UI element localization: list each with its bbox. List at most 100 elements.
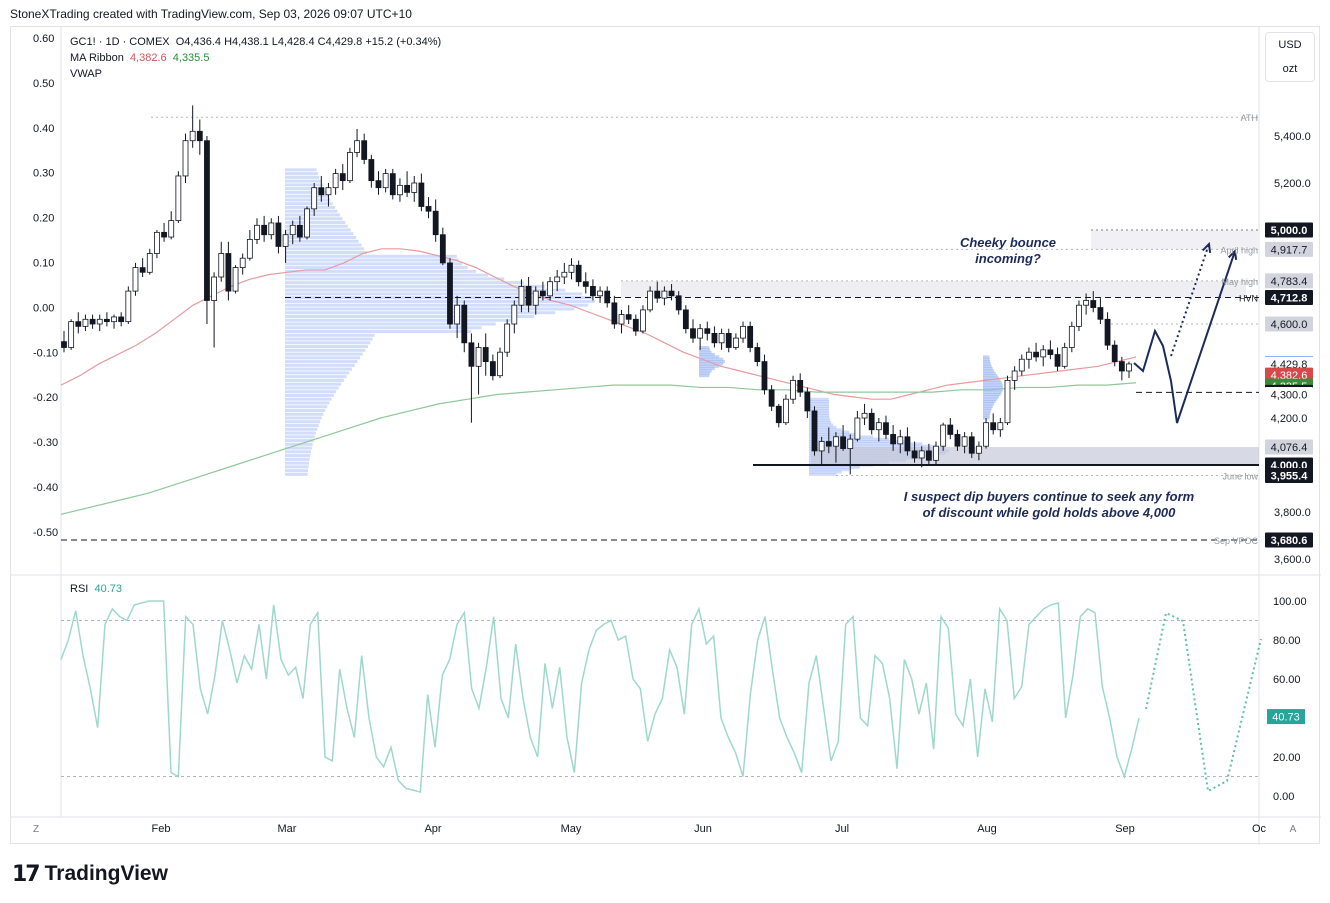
- candle-body[interactable]: [933, 445, 939, 461]
- auto-scale-button[interactable]: A: [1289, 824, 1297, 835]
- candle-body[interactable]: [575, 264, 582, 283]
- candle-body[interactable]: [139, 267, 146, 273]
- candle-body[interactable]: [168, 220, 175, 238]
- candle-body[interactable]: [382, 173, 389, 189]
- candle-body[interactable]: [68, 321, 75, 348]
- candle-body[interactable]: [432, 210, 439, 236]
- candle-body[interactable]: [132, 267, 139, 292]
- candle-body[interactable]: [590, 285, 596, 297]
- candle-body[interactable]: [961, 436, 968, 447]
- candle-body[interactable]: [804, 391, 811, 412]
- candle-body[interactable]: [754, 347, 761, 363]
- candle-body[interactable]: [940, 424, 947, 447]
- candle-body[interactable]: [1004, 379, 1011, 424]
- candle-body[interactable]: [311, 187, 318, 210]
- candle-body[interactable]: [454, 304, 461, 325]
- candle-body[interactable]: [675, 295, 682, 311]
- candle-body[interactable]: [783, 398, 789, 424]
- candle-body[interactable]: [640, 309, 646, 332]
- candle-body[interactable]: [1047, 349, 1054, 355]
- candle-body[interactable]: [1111, 344, 1118, 362]
- candle-body[interactable]: [189, 130, 196, 142]
- candle-body[interactable]: [968, 436, 975, 454]
- candle-body[interactable]: [847, 438, 854, 449]
- candle-body[interactable]: [282, 234, 289, 247]
- candle-body[interactable]: [254, 224, 260, 240]
- candle-body[interactable]: [418, 182, 425, 207]
- candle-body[interactable]: [925, 450, 932, 461]
- candle-body[interactable]: [146, 253, 153, 273]
- rsi-legend[interactable]: RSI 40.73: [70, 583, 122, 595]
- candle-body[interactable]: [904, 436, 911, 452]
- candle-body[interactable]: [647, 290, 654, 311]
- candle-body[interactable]: [547, 281, 553, 297]
- candle-body[interactable]: [704, 328, 711, 334]
- candle-body[interactable]: [554, 276, 561, 283]
- candle-body[interactable]: [990, 422, 997, 431]
- forecast-arrow-solid[interactable]: [1133, 250, 1236, 424]
- candle-body[interactable]: [468, 342, 475, 367]
- candle-body[interactable]: [682, 309, 689, 330]
- candle-body[interactable]: [611, 302, 618, 325]
- candle-body[interactable]: [833, 436, 839, 447]
- candle-body[interactable]: [375, 180, 382, 189]
- candle-body[interactable]: [511, 304, 518, 325]
- candle-body[interactable]: [740, 325, 746, 339]
- candle-body[interactable]: [175, 175, 182, 221]
- candle-body[interactable]: [161, 231, 167, 238]
- candle-body[interactable]: [111, 316, 117, 323]
- candle-body[interactable]: [232, 267, 239, 292]
- candle-body[interactable]: [447, 262, 453, 325]
- candle-body[interactable]: [1033, 351, 1039, 358]
- candle-body[interactable]: [711, 332, 718, 344]
- candle-body[interactable]: [597, 290, 603, 297]
- candle-body[interactable]: [325, 187, 332, 196]
- candle-body[interactable]: [747, 325, 754, 348]
- candle-body[interactable]: [840, 436, 846, 449]
- candle-body[interactable]: [504, 323, 511, 353]
- candle-body[interactable]: [539, 290, 546, 297]
- candle-body[interactable]: [1011, 370, 1018, 381]
- candle-body[interactable]: [425, 206, 432, 212]
- candle-body[interactable]: [225, 253, 232, 292]
- candle-body[interactable]: [196, 130, 203, 142]
- candle-body[interactable]: [561, 271, 568, 278]
- candle-body[interactable]: [654, 290, 661, 299]
- candle-body[interactable]: [690, 328, 696, 339]
- candle-body[interactable]: [897, 436, 904, 445]
- candle-body[interactable]: [697, 328, 704, 339]
- candle-body[interactable]: [983, 422, 989, 447]
- candle-body[interactable]: [732, 337, 739, 348]
- candle-body[interactable]: [775, 405, 782, 424]
- candle-body[interactable]: [883, 422, 889, 435]
- candle-body[interactable]: [725, 332, 732, 348]
- candle-body[interactable]: [997, 422, 1004, 431]
- candle-body[interactable]: [461, 304, 468, 344]
- candle-body[interactable]: [204, 140, 210, 301]
- candle-body[interactable]: [854, 417, 861, 440]
- legend-vwap-row[interactable]: VWAP: [70, 66, 441, 82]
- currency-label[interactable]: USD: [1278, 39, 1302, 51]
- candle-body[interactable]: [89, 318, 96, 325]
- candle-body[interactable]: [211, 276, 218, 301]
- candle-body[interactable]: [103, 318, 110, 323]
- candle-body[interactable]: [475, 347, 482, 367]
- candle-body[interactable]: [954, 434, 961, 447]
- candle-body[interactable]: [797, 379, 804, 393]
- candle-body[interactable]: [361, 140, 368, 160]
- candle-body[interactable]: [761, 361, 768, 391]
- candle-body[interactable]: [318, 187, 325, 196]
- candle-body[interactable]: [75, 321, 82, 327]
- candle-body[interactable]: [1097, 307, 1104, 320]
- legend-ribbon-row[interactable]: MA Ribbon 4,382.6 4,335.5: [70, 50, 441, 66]
- rsi-line[interactable]: [60, 600, 1140, 794]
- candle-body[interactable]: [118, 316, 125, 323]
- candle-body[interactable]: [768, 389, 775, 407]
- candle-body[interactable]: [246, 238, 253, 259]
- candle-body[interactable]: [918, 450, 925, 459]
- candle-body[interactable]: [1061, 347, 1068, 367]
- candle-body[interactable]: [947, 424, 954, 435]
- candle-body[interactable]: [604, 290, 611, 304]
- candle-body[interactable]: [1026, 351, 1032, 360]
- candle-body[interactable]: [289, 224, 296, 236]
